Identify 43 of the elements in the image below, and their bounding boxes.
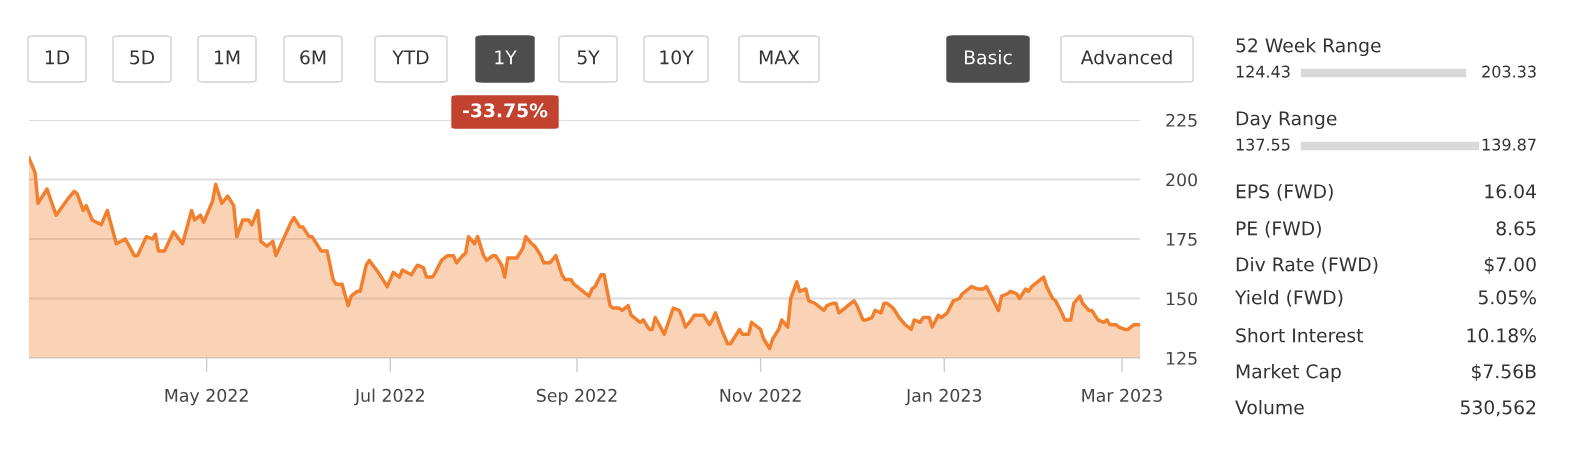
- text: 1Y: [495, 50, 517, 65]
- text: 5D: [130, 50, 155, 65]
- text: Volume: [1235, 399, 1304, 415]
- text: 1M: [215, 50, 240, 65]
- y-tick-label: 175: [1166, 232, 1197, 246]
- text: 530,562: [1460, 400, 1536, 417]
- text: EPS (FWD): [1236, 183, 1333, 201]
- text: Short Interest: [1236, 327, 1364, 343]
- text: Div Rate (FWD): [1236, 256, 1378, 274]
- text: Yield (FWD): [1234, 289, 1343, 307]
- text: Basic: [965, 49, 1012, 65]
- text: 8.65: [1496, 221, 1536, 236]
- text: 52 Week Range: [1236, 37, 1381, 57]
- text: 5.05%: [1478, 290, 1536, 305]
- text: 6M: [300, 50, 326, 65]
- x-tick-label: Jan 2023: [905, 388, 982, 406]
- text: 203.33: [1482, 65, 1536, 78]
- text: 137.55: [1236, 138, 1290, 151]
- text: 1D: [45, 50, 70, 65]
- y-tick-label: 125: [1166, 351, 1197, 365]
- text: 124.43: [1236, 65, 1290, 78]
- text: 5Y: [577, 50, 600, 65]
- text: Day Range: [1236, 111, 1337, 130]
- y-tick-label: 150: [1166, 292, 1197, 306]
- text: 139.87: [1482, 138, 1536, 151]
- x-tick-label: Jul 2022: [354, 388, 424, 406]
- y-tick-label: 225: [1166, 113, 1197, 127]
- x-tick-label: Sep 2022: [536, 388, 617, 406]
- text: MAX: [759, 50, 800, 65]
- text: $7.56B: [1472, 363, 1536, 381]
- text: YTD: [392, 50, 429, 65]
- text: PE (FWD): [1236, 220, 1321, 238]
- text: 16.04: [1485, 184, 1536, 199]
- text: $7.00: [1484, 256, 1536, 274]
- x-tick-label: May 2022: [165, 388, 248, 406]
- y-tick-label: 200: [1166, 173, 1197, 187]
- text: 10.18%: [1467, 328, 1536, 343]
- x-tick-label: Mar 2023: [1082, 388, 1162, 402]
- text: Advanced: [1080, 49, 1172, 65]
- text: Market Cap: [1236, 363, 1341, 383]
- text: 10Y: [660, 50, 694, 65]
- text: -33.75%: [463, 103, 548, 118]
- x-tick-label: Nov 2022: [720, 388, 801, 402]
